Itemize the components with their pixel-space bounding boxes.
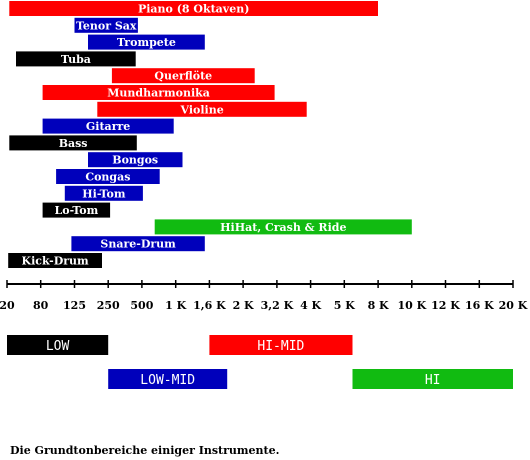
range-label-trompete: Trompete bbox=[117, 36, 176, 49]
band-box-hi-mid bbox=[209, 335, 353, 355]
axis-tick-label: 250 bbox=[97, 299, 120, 312]
range-label-piano-8-oktaven: Piano (8 Oktaven) bbox=[138, 3, 249, 16]
range-label-violine: Violine bbox=[179, 103, 223, 116]
axis-tick-label: 8 K bbox=[368, 299, 389, 312]
axis-tick-label: 16 K bbox=[465, 299, 494, 312]
range-label-tuba: Tuba bbox=[61, 53, 91, 66]
range-bar-querfloete bbox=[111, 68, 255, 84]
range-label-querfloete: Querflöte bbox=[154, 70, 212, 83]
range-bar-congas bbox=[56, 169, 160, 184]
axis-tick-label: 5 K bbox=[334, 299, 355, 312]
axis-tick-label: 20 bbox=[0, 299, 15, 312]
band-box-hi bbox=[352, 369, 513, 389]
range-bar-kick-drum bbox=[8, 253, 103, 268]
range-label-gitarre: Gitarre bbox=[86, 120, 130, 133]
chart-caption: Die Grundtonbereiche einiger Instrumente… bbox=[10, 444, 280, 457]
axis-tick-label: 4 K bbox=[300, 299, 321, 312]
band-label-low-mid: LOW-MID bbox=[140, 373, 195, 388]
axis-tick-label: 2 K bbox=[233, 299, 254, 312]
axis-tick-label: 3,2 K bbox=[261, 299, 294, 312]
axis-tick-label: 12 K bbox=[431, 299, 460, 312]
range-label-snare-drum: Snare-Drum bbox=[100, 238, 176, 251]
range-label-hihat-crash-and-ride: HiHat, Crash & Ride bbox=[220, 221, 346, 234]
range-label-mundharmonika: Mundharmonika bbox=[107, 87, 210, 100]
range-bar-tuba bbox=[16, 51, 136, 67]
axis-tick-label: 10 K bbox=[397, 299, 426, 312]
range-bar-mundharmonika bbox=[42, 85, 275, 100]
range-bar-bass bbox=[9, 135, 137, 151]
range-label-hi-tom: Hi-Tom bbox=[82, 187, 126, 200]
range-bar-trompete bbox=[88, 34, 205, 50]
range-label-kick-drum: Kick-Drum bbox=[22, 255, 90, 268]
range-label-lo-tom: Lo-Tom bbox=[55, 204, 99, 217]
band-label-low: LOW bbox=[46, 339, 70, 354]
range-bar-gitarre bbox=[42, 118, 174, 134]
range-label-congas: Congas bbox=[85, 171, 130, 184]
frequency-range-chart: Piano (8 Oktaven)Tenor Sax Trompete Tuba Qu… bbox=[0, 1, 528, 389]
band-label-hi: HI bbox=[425, 373, 441, 388]
band-box-low bbox=[7, 335, 109, 355]
range-bar-tenor-sax bbox=[74, 17, 138, 33]
range-bar-bongos bbox=[88, 152, 183, 168]
range-bar-violine bbox=[97, 101, 307, 117]
axis-tick-label: 500 bbox=[130, 299, 153, 312]
band-box-low-mid bbox=[108, 369, 228, 389]
axis-tick-label: 80 bbox=[33, 299, 49, 312]
range-label-bass: Bass bbox=[59, 137, 88, 150]
range-label-tenor-sax: Tenor Sax bbox=[76, 19, 137, 32]
range-label-bongos: Bongos bbox=[112, 154, 158, 167]
range-bar-lo-tom bbox=[42, 202, 111, 218]
range-bar-snare-drum bbox=[71, 236, 205, 252]
range-bar-hi-tom bbox=[64, 185, 143, 201]
axis-tick-label: 1 K bbox=[165, 299, 186, 312]
range-bar-hihat-crash-and-ride bbox=[154, 219, 412, 235]
axis-tick-label: 1,6 K bbox=[193, 299, 226, 312]
axis-tick-label: 125 bbox=[63, 299, 86, 312]
range-bar-piano-8-oktaven bbox=[9, 1, 379, 16]
axis-tick-label: 20 K bbox=[499, 299, 528, 312]
band-label-hi-mid: HI-MID bbox=[257, 339, 304, 354]
